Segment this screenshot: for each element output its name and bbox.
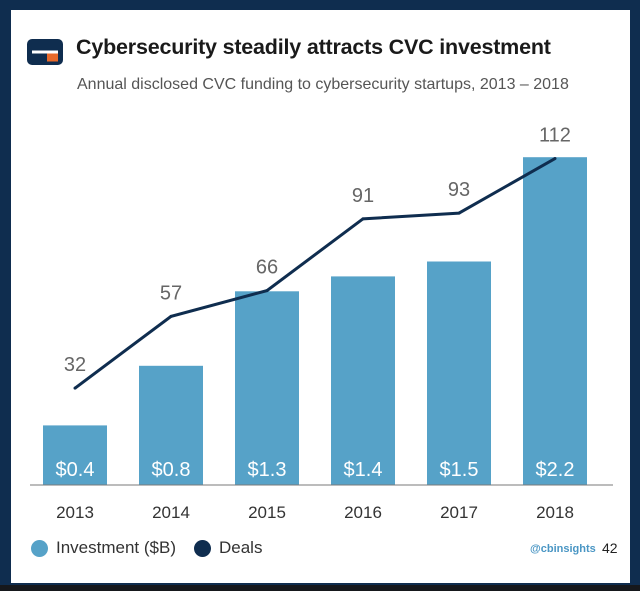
deals-point-2014 xyxy=(169,314,173,318)
legend-item-investment: Investment ($B) xyxy=(31,538,176,558)
chart-title: Cybersecurity steadily attracts CVC inve… xyxy=(76,35,551,59)
page-number: 42 xyxy=(602,540,618,556)
deals-value-label-2015: 66 xyxy=(256,257,278,279)
bar-value-label-2015: $1.3 xyxy=(248,459,287,481)
source-credit: @cbinsights xyxy=(530,543,596,555)
bar-value-label-2018: $2.2 xyxy=(536,459,575,481)
legend-item-deals: Deals xyxy=(194,538,262,558)
bar-2018 xyxy=(523,157,587,485)
bar-value-label-2017: $1.5 xyxy=(440,459,479,481)
x-tick-label-2014: 2014 xyxy=(152,503,190,522)
legend-label-investment: Investment ($B) xyxy=(56,538,176,557)
deals-point-2013 xyxy=(73,386,77,390)
bottom-strip xyxy=(0,585,640,591)
legend-swatch-deals xyxy=(194,539,211,557)
legend-label-deals: Deals xyxy=(219,538,263,557)
x-tick-label-2016: 2016 xyxy=(344,503,382,522)
x-tick-label-2018: 2018 xyxy=(536,503,574,522)
bar-2017 xyxy=(427,261,491,485)
deals-point-2018 xyxy=(553,157,557,161)
bar-value-label-2014: $0.8 xyxy=(152,459,191,481)
bar-2014 xyxy=(139,365,203,485)
chart-plot: $0.4 2013 $0.8 2014 $1.3 2015 $1.4 2016 $1.5 2017… xyxy=(30,125,613,522)
deals-line-layer xyxy=(73,157,557,390)
x-tick-label-2015: 2015 xyxy=(248,503,286,522)
deals-point-2017 xyxy=(457,211,461,215)
deals-value-label-2013: 32 xyxy=(64,354,86,376)
deals-point-2016 xyxy=(361,217,365,221)
x-tick-label-2013: 2013 xyxy=(56,503,94,522)
x-tick-label-2017: 2017 xyxy=(440,503,478,522)
bar-2016 xyxy=(331,276,395,485)
bar-value-label-2013: $0.4 xyxy=(56,459,95,481)
deals-value-label-2014: 57 xyxy=(160,282,182,304)
bar-value-label-2016: $1.4 xyxy=(344,459,383,481)
logo-orange-block xyxy=(47,53,58,62)
deals-line xyxy=(74,157,556,390)
bars-layer xyxy=(43,157,587,485)
deals-value-label-2017: 93 xyxy=(448,179,470,201)
chart-card: Cybersecurity steadily attracts CVC inve… xyxy=(11,10,630,583)
bar-2013 xyxy=(43,425,107,485)
cb-insights-logo-icon xyxy=(27,39,63,65)
legend: Investment ($B) Deals xyxy=(31,538,280,558)
deals-value-label-2018: 112 xyxy=(539,125,571,147)
chart-subtitle: Annual disclosed CVC funding to cybersec… xyxy=(77,76,569,93)
deals-value-label-2016: 91 xyxy=(352,185,374,207)
logo-bar xyxy=(32,50,58,54)
legend-swatch-investment xyxy=(31,539,48,557)
labels-layer: $0.4 2013 $0.8 2014 $1.3 2015 $1.4 2016 $1.5 2017… xyxy=(56,125,575,522)
deals-point-2015 xyxy=(265,289,269,293)
bar-2015 xyxy=(235,291,299,485)
